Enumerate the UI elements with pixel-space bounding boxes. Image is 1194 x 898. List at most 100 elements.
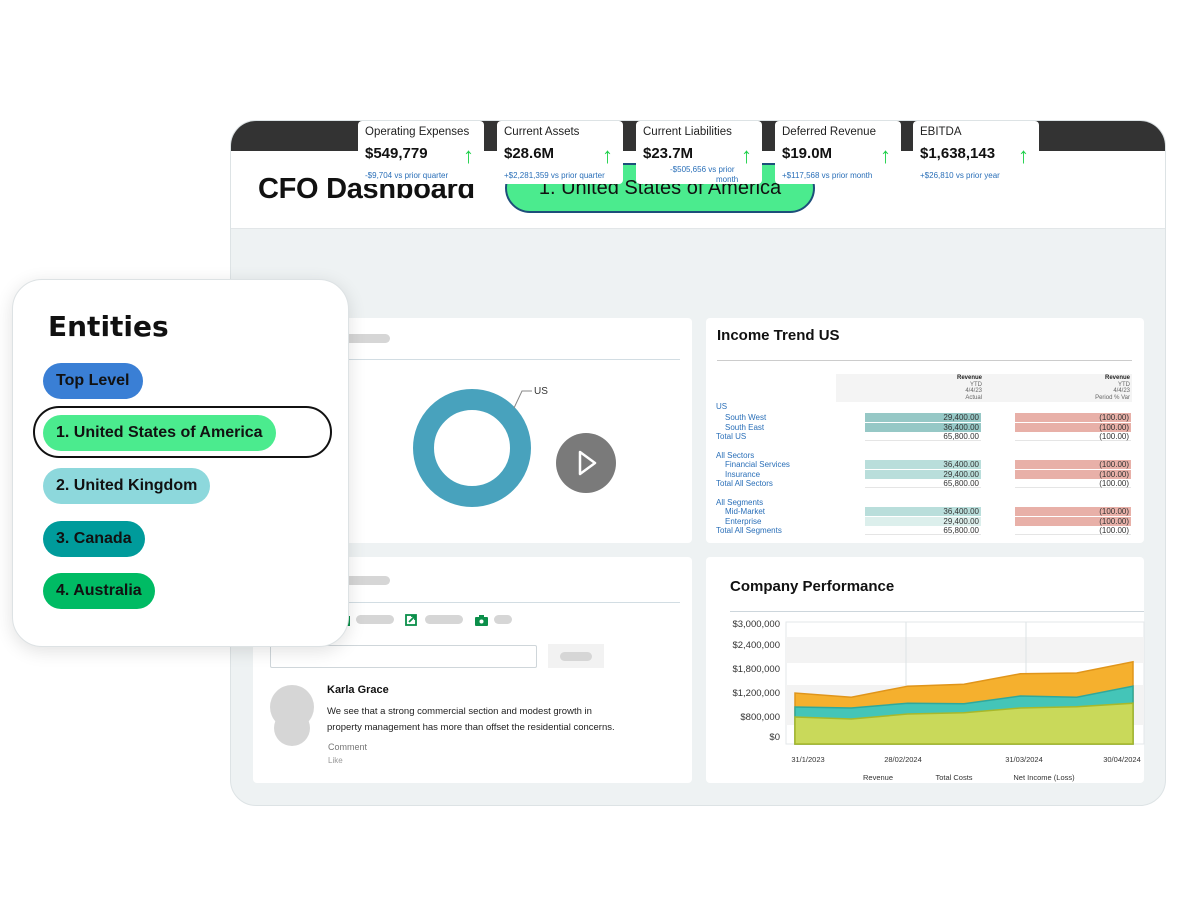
kpi-label: Current Assets (504, 126, 580, 138)
comment-line: We see that a strong commercial section … (327, 706, 592, 717)
table-cell-variance: (100.00) (1015, 470, 1131, 479)
table-cell-actual: 65,800.00 (865, 432, 981, 441)
comment-line: property management has more than offset… (327, 722, 615, 733)
col-header-line: 4/4/23 (965, 388, 982, 394)
table-cell-variance: (100.00) (1015, 526, 1131, 535)
camera-icon[interactable] (475, 615, 488, 626)
kpi-label: Current Liabilities (643, 126, 732, 138)
kpi-delta: +$26,810 vs prior year (920, 171, 1000, 180)
col-header-line: YTD (970, 381, 982, 388)
play-button[interactable] (556, 433, 616, 493)
divider (717, 360, 1132, 361)
income-trend-title: Income Trend US (717, 327, 840, 344)
kpi-card[interactable]: Current Liabilities $23.7M ↑ -$505,656 vs p… (636, 121, 762, 184)
x-tick-label: 30/04/2024 (1103, 755, 1141, 764)
y-tick-label: $800,000 (740, 712, 780, 723)
table-cell-variance: (100.00) (1015, 432, 1131, 441)
y-tick-label: $1,800,000 (732, 664, 780, 675)
placeholder-bar (425, 615, 463, 624)
placeholder-bar (340, 576, 390, 585)
divider (730, 611, 1144, 612)
kpi-delta: -$9,704 vs prior quarter (365, 171, 449, 180)
grid-band (786, 637, 1144, 663)
comment-text: We see that a strong commercial section … (327, 704, 615, 736)
table-row-label[interactable]: Total All Segments (716, 526, 782, 535)
comment-author: Karla Grace (327, 684, 389, 696)
selected-entity-outline (33, 406, 332, 458)
table-row-label[interactable]: Total All Sectors (716, 479, 773, 488)
col-header-line: 4/4/23 (1113, 388, 1130, 394)
y-tick-label: $0 (769, 732, 780, 743)
table-cell-actual: 29,400.00 (865, 470, 981, 479)
kpi-delta: -$505,656 vs prior (670, 165, 735, 174)
up-arrow-icon: ↑ (741, 143, 752, 168)
donut-ring-us (413, 389, 531, 507)
table-row-label[interactable]: Enterprise (725, 517, 762, 526)
table-row-label[interactable]: US (716, 402, 728, 411)
entities-title: Entities (48, 310, 169, 343)
entity-item[interactable]: Top Level (43, 363, 143, 399)
entity-item[interactable]: 4. Australia (43, 573, 155, 609)
comment-input[interactable] (270, 645, 537, 668)
entity-item[interactable]: 2. United Kingdom (43, 468, 211, 504)
entity-item[interactable]: 1. United States of America (43, 415, 276, 451)
kpi-value: $23.7M (643, 145, 694, 162)
legend-item: Total Costs (935, 773, 972, 782)
legend-item: Net Income (Loss) (1013, 773, 1075, 782)
table-cell-actual: 36,400.00 (865, 423, 981, 432)
divider (340, 602, 680, 603)
placeholder-bar (356, 615, 394, 624)
table-cell-actual: 65,800.00 (865, 479, 981, 488)
col-header-line: Period % Var (1095, 394, 1130, 401)
up-arrow-icon: ↑ (463, 143, 474, 168)
divider (340, 359, 680, 360)
entity-item[interactable]: 3. Canada (43, 521, 145, 557)
placeholder-bar (494, 615, 512, 624)
y-tick-label: $1,200,000 (732, 688, 780, 699)
up-arrow-icon: ↑ (602, 143, 613, 168)
table-cell-variance: (100.00) (1015, 423, 1131, 432)
table-row-label[interactable]: All Sectors (716, 451, 755, 460)
donut-chart: US (413, 386, 616, 507)
table-row-label[interactable]: South West (725, 413, 767, 422)
external-link-icon[interactable] (405, 614, 417, 626)
like-link[interactable]: Like (328, 756, 343, 765)
table-cell-actual: 29,400.00 (865, 413, 981, 422)
up-arrow-icon: ↑ (880, 143, 891, 168)
table-cell-variance: (100.00) (1015, 413, 1131, 422)
table-cell-variance: (100.00) (1015, 507, 1131, 516)
kpi-card[interactable]: EBITDA $1,638,143 ↑ +$26,810 vs prior year (913, 121, 1039, 184)
col-header-line: Actual (965, 394, 982, 401)
x-tick-label: 31/1/2023 (791, 755, 824, 764)
comment-link[interactable]: Comment (328, 742, 368, 752)
area-series-net-income-loss- (794, 702, 1134, 745)
table-row-label[interactable]: All Segments (716, 498, 764, 507)
kpi-delta-wrap: month (716, 175, 739, 184)
table-header (836, 374, 1132, 402)
table-row-label[interactable]: Total US (716, 432, 747, 441)
kpi-value: $28.6M (504, 145, 555, 162)
table-row-label[interactable]: Insurance (725, 470, 761, 479)
table-cell-variance: (100.00) (1015, 479, 1131, 488)
kpi-card[interactable]: Deferred Revenue $19.0M ↑ +$117,568 vs prio… (775, 121, 901, 184)
kpi-card[interactable]: Operating Expenses $549,779 ↑ -$9,704 vs pr… (358, 121, 484, 184)
up-arrow-icon: ↑ (1018, 143, 1029, 168)
table-row-label[interactable]: Mid-Market (725, 507, 766, 516)
legend-item: Revenue (863, 773, 893, 782)
table-row-label[interactable]: South East (725, 423, 765, 432)
table-cell-actual: 29,400.00 (865, 517, 981, 526)
y-tick-label: $3,000,000 (732, 619, 780, 630)
table-row-label[interactable]: Financial Services (725, 460, 790, 469)
table-cell-actual: 36,400.00 (865, 460, 981, 469)
kpi-value: $19.0M (782, 145, 833, 162)
entities-card: Entities (12, 279, 349, 647)
table-cell-actual: 65,800.00 (865, 526, 981, 535)
post-comment-button[interactable] (548, 644, 604, 668)
donut-leader-line (513, 390, 532, 409)
placeholder-bar (560, 652, 592, 661)
kpi-delta: +$117,568 vs prior month (782, 171, 873, 180)
y-tick-label: $2,400,000 (732, 640, 780, 651)
play-icon (578, 450, 597, 476)
kpi-card[interactable]: Current Assets $28.6M ↑ +$2,281,359 vs prio… (497, 121, 623, 184)
table-cell-actual: 36,400.00 (865, 507, 981, 516)
